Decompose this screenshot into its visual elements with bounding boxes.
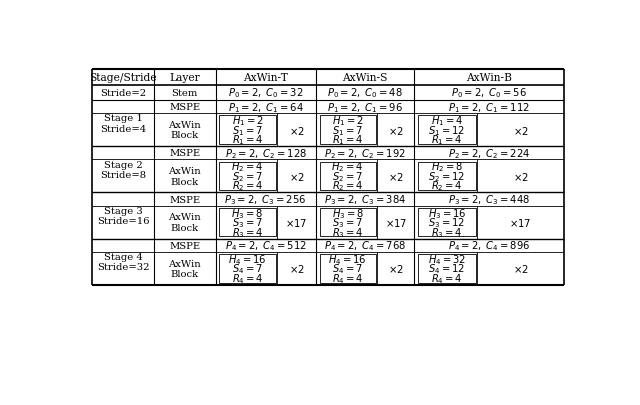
Text: MSPE: MSPE (169, 195, 200, 204)
Text: $\times 2$: $\times 2$ (513, 124, 529, 136)
Bar (418, 208, 476, 237)
Text: MSPE: MSPE (169, 103, 200, 112)
Text: $\times 2$: $\times 2$ (513, 263, 529, 275)
Text: $P_3 = 2,\ C_3 = 448$: $P_3 = 2,\ C_3 = 448$ (448, 193, 530, 207)
Text: $H_1{=}2$: $H_1{=}2$ (332, 114, 364, 128)
Text: AxWin
Block: AxWin Block (168, 167, 201, 186)
Text: $S_2{=}12$: $S_2{=}12$ (428, 170, 465, 183)
Text: $H_1{=}2$: $H_1{=}2$ (232, 114, 264, 128)
Text: $\times 2$: $\times 2$ (289, 263, 304, 275)
Text: $S_2{=}7$: $S_2{=}7$ (232, 170, 263, 183)
Text: $P_4 = 2,\ C_4 = 768$: $P_4 = 2,\ C_4 = 768$ (324, 239, 406, 252)
Text: $R_3{=}4$: $R_3{=}4$ (431, 225, 463, 239)
Bar (418, 116, 476, 145)
Text: $R_2{=}4$: $R_2{=}4$ (431, 179, 463, 193)
Text: $P_1 = 2,\ C_1 = 64$: $P_1 = 2,\ C_1 = 64$ (228, 100, 303, 114)
Text: AxWin-B: AxWin-B (466, 73, 512, 83)
Text: $H_3{=}8$: $H_3{=}8$ (332, 206, 364, 220)
Text: $H_1{=}4$: $H_1{=}4$ (431, 114, 463, 128)
Text: $P_2 = 2,\ C_2 = 192$: $P_2 = 2,\ C_2 = 192$ (324, 147, 406, 160)
Text: $P_2 = 2,\ C_2 = 128$: $P_2 = 2,\ C_2 = 128$ (225, 147, 307, 160)
Text: $R_1{=}4$: $R_1{=}4$ (332, 133, 364, 147)
Text: $\times 17$: $\times 17$ (285, 217, 308, 228)
Text: MSPE: MSPE (169, 149, 200, 158)
Text: $S_1{=}12$: $S_1{=}12$ (428, 124, 465, 137)
Text: Stage 2
Stride=8: Stage 2 Stride=8 (100, 160, 147, 180)
Text: $S_3{=}7$: $S_3{=}7$ (332, 216, 363, 230)
Text: $H_2{=}4$: $H_2{=}4$ (232, 160, 264, 174)
Text: $P_4 = 2,\ C_4 = 512$: $P_4 = 2,\ C_4 = 512$ (225, 239, 307, 252)
Text: $\times 2$: $\times 2$ (513, 171, 529, 183)
Text: $S_4{=}7$: $S_4{=}7$ (232, 262, 263, 275)
Text: $P_3 = 2,\ C_3 = 384$: $P_3 = 2,\ C_3 = 384$ (324, 193, 406, 207)
Bar (220, 116, 276, 145)
Text: $H_3{=}8$: $H_3{=}8$ (232, 206, 264, 220)
Bar (319, 254, 376, 283)
Text: $R_1{=}4$: $R_1{=}4$ (431, 133, 463, 147)
Text: $R_2{=}4$: $R_2{=}4$ (332, 179, 364, 193)
Text: Stage/Stride: Stage/Stride (90, 73, 157, 83)
Text: $H_3{=}16$: $H_3{=}16$ (428, 206, 467, 220)
Text: $H_2{=}4$: $H_2{=}4$ (332, 160, 364, 174)
Text: $H_4{=}16$: $H_4{=}16$ (328, 252, 367, 266)
Text: $P_3 = 2,\ C_3 = 256$: $P_3 = 2,\ C_3 = 256$ (225, 193, 307, 207)
Text: $R_3{=}4$: $R_3{=}4$ (332, 225, 364, 239)
Text: $P_1 = 2,\ C_1 = 112$: $P_1 = 2,\ C_1 = 112$ (448, 100, 530, 114)
Text: $R_2{=}4$: $R_2{=}4$ (232, 179, 264, 193)
Text: $R_4{=}4$: $R_4{=}4$ (232, 271, 264, 285)
Bar (220, 254, 276, 283)
Text: $\times 17$: $\times 17$ (385, 217, 407, 228)
Text: $S_2{=}7$: $S_2{=}7$ (332, 170, 363, 183)
Text: $\times 2$: $\times 2$ (388, 124, 404, 136)
Text: $H_2{=}8$: $H_2{=}8$ (431, 160, 463, 174)
Text: $\times 17$: $\times 17$ (509, 217, 532, 228)
Text: MSPE: MSPE (169, 241, 200, 250)
Text: Stage 4
Stride=32: Stage 4 Stride=32 (97, 252, 149, 272)
Text: $P_0 = 2,\ C_0 = 32$: $P_0 = 2,\ C_0 = 32$ (228, 86, 303, 100)
Bar (319, 208, 376, 237)
Text: Stem: Stem (172, 89, 198, 98)
Text: $P_0 = 2,\ C_0 = 56$: $P_0 = 2,\ C_0 = 56$ (451, 86, 527, 100)
Text: $P_0 = 2,\ C_0 = 48$: $P_0 = 2,\ C_0 = 48$ (327, 86, 403, 100)
Text: $\times 2$: $\times 2$ (289, 171, 304, 183)
Text: $H_4{=}32$: $H_4{=}32$ (428, 252, 466, 266)
Text: $R_1{=}4$: $R_1{=}4$ (232, 133, 264, 147)
Text: Stage 3
Stride=16: Stage 3 Stride=16 (97, 207, 149, 226)
Text: $\times 2$: $\times 2$ (289, 124, 304, 136)
Text: $P_2 = 2,\ C_2 = 224$: $P_2 = 2,\ C_2 = 224$ (448, 147, 530, 160)
Text: $P_4 = 2,\ C_4 = 896$: $P_4 = 2,\ C_4 = 896$ (448, 239, 530, 252)
Bar (220, 208, 276, 237)
Text: AxWin
Block: AxWin Block (168, 259, 201, 278)
Text: $S_1{=}7$: $S_1{=}7$ (332, 124, 363, 137)
Bar (220, 162, 276, 191)
Text: $S_3{=}12$: $S_3{=}12$ (428, 216, 465, 230)
Text: $S_4{=}7$: $S_4{=}7$ (332, 262, 363, 275)
Text: AxWin-S: AxWin-S (342, 73, 388, 83)
Text: $\times 2$: $\times 2$ (388, 263, 404, 275)
Bar (418, 162, 476, 191)
Text: AxWin
Block: AxWin Block (168, 121, 201, 140)
Bar (319, 162, 376, 191)
Text: $S_4{=}12$: $S_4{=}12$ (428, 262, 465, 275)
Text: $H_4{=}16$: $H_4{=}16$ (228, 252, 267, 266)
Bar (418, 254, 476, 283)
Text: Stride=2: Stride=2 (100, 89, 147, 98)
Text: $R_3{=}4$: $R_3{=}4$ (232, 225, 264, 239)
Text: AxWin-T: AxWin-T (243, 73, 288, 83)
Text: $S_3{=}7$: $S_3{=}7$ (232, 216, 263, 230)
Text: Layer: Layer (170, 73, 200, 83)
Text: AxWin
Block: AxWin Block (168, 213, 201, 232)
Text: Stage 1
Stride=4: Stage 1 Stride=4 (100, 114, 147, 134)
Bar (319, 116, 376, 145)
Text: $\times 2$: $\times 2$ (388, 171, 404, 183)
Text: $P_1 = 2,\ C_1 = 96$: $P_1 = 2,\ C_1 = 96$ (327, 100, 403, 114)
Text: $R_4{=}4$: $R_4{=}4$ (431, 271, 463, 285)
Text: $R_4{=}4$: $R_4{=}4$ (332, 271, 364, 285)
Text: $S_1{=}7$: $S_1{=}7$ (232, 124, 263, 137)
